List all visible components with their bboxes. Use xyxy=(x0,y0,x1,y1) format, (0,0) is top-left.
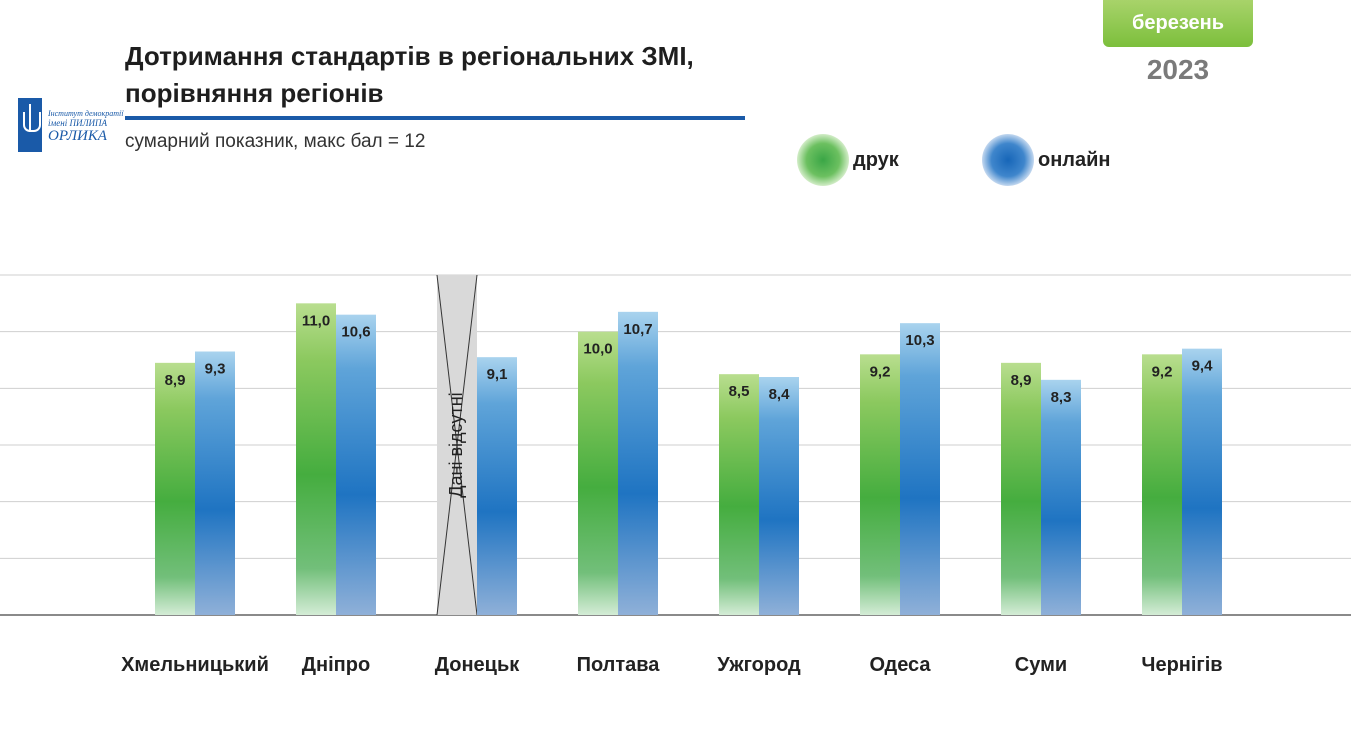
category-label: Суми xyxy=(1015,654,1067,676)
year-label: 2023 xyxy=(1146,54,1210,85)
bars: 8,9 9,3 11,0 10,6 9,1 10,0 10,7 8,5 8,4 9,2 10,3 8,… xyxy=(155,303,1222,615)
logo-text: Інститут демократії імені ПИЛИПА ОРЛИКА xyxy=(48,109,124,144)
category-label: Полтава xyxy=(577,654,661,676)
missing-data-marker: Дані відсутні xyxy=(436,274,478,616)
category-label: Чернігів xyxy=(1141,654,1222,676)
category-label: Одеса xyxy=(869,654,931,676)
bar-online xyxy=(900,323,940,615)
missing-data-label: Дані відсутні xyxy=(446,392,466,497)
data-label: 9,2 xyxy=(1152,363,1173,380)
missing-cross-line xyxy=(436,274,478,616)
page-title: Дотримання стандартів в регіональних ЗМІ… xyxy=(125,38,765,112)
bar-online xyxy=(195,351,235,615)
legend-item-print: друк xyxy=(797,134,899,186)
x-axis: Хмельницький Дніпро Донецьк Полтава Ужгород О… xyxy=(121,654,1223,676)
bar-online xyxy=(1041,379,1081,615)
category-label: Дніпро xyxy=(302,654,370,676)
data-label: 11,0 xyxy=(302,312,330,329)
bar-online xyxy=(477,357,517,615)
month-label: березень xyxy=(1132,12,1224,34)
bar-online xyxy=(759,377,799,615)
category-label: Хмельницький xyxy=(121,654,269,676)
data-label: 8,9 xyxy=(1011,372,1032,389)
data-label: 8,4 xyxy=(769,386,791,403)
title-divider xyxy=(125,116,745,120)
title-line-2: порівняння регіонів xyxy=(125,78,384,108)
bar-print xyxy=(296,303,336,615)
bar-online xyxy=(1182,348,1222,615)
logo-emblem-icon xyxy=(18,98,42,152)
bar-online xyxy=(618,311,658,615)
category-label: Ужгород xyxy=(717,654,801,676)
data-label: 8,3 xyxy=(1051,389,1072,406)
legend-label-online: онлайн xyxy=(1038,148,1111,171)
data-label: 10,7 xyxy=(623,321,652,338)
data-label: 8,5 xyxy=(729,383,750,400)
data-label: 9,4 xyxy=(1192,358,1214,375)
data-label: 9,2 xyxy=(870,363,891,380)
bar-print xyxy=(1001,362,1041,615)
data-label: 10,0 xyxy=(583,341,612,358)
logo: Інститут демократії імені ПИЛИПА ОРЛИКА xyxy=(18,98,128,154)
data-label: 8,9 xyxy=(165,372,186,389)
bar-print xyxy=(719,374,759,615)
bar-print xyxy=(1142,354,1182,615)
data-label: 9,3 xyxy=(205,361,226,378)
legend-swatch-online xyxy=(982,134,1034,186)
legend-swatch-print xyxy=(797,134,849,186)
bar-print xyxy=(578,331,618,615)
data-label: 9,1 xyxy=(487,366,508,383)
data-label: 10,3 xyxy=(905,332,934,349)
bar-print xyxy=(860,354,900,615)
legend-label-print: друк xyxy=(853,148,899,171)
legend-item-online: онлайн xyxy=(982,134,1111,186)
bar-chart: Дані відсутні 8,99,311,010,69,110,010,78… xyxy=(0,274,1351,676)
month-badge: березень xyxy=(1103,0,1253,47)
bar-print xyxy=(155,362,195,615)
bar-online xyxy=(336,314,376,615)
category-label: Донецьк xyxy=(435,654,521,676)
chart-subtitle: сумарний показник, макс бал = 12 xyxy=(125,131,426,152)
data-label: 10,6 xyxy=(341,324,370,341)
title-line-1: Дотримання стандартів в регіональних ЗМІ… xyxy=(125,41,694,71)
